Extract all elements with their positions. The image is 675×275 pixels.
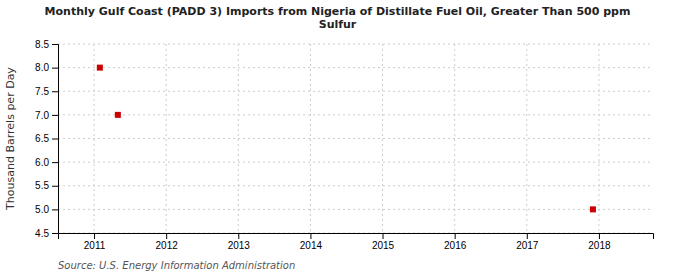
y-axis: 4.5 5.0 5.5 6.0 6.5 7.0 7.5 8.0 8.5 [35, 39, 58, 239]
tick-mark [52, 115, 58, 116]
tick: 5.5 [35, 180, 58, 191]
grid-line [166, 44, 167, 233]
axis-line [52, 45, 59, 234]
tick: 6.5 [35, 133, 58, 144]
grid-line [310, 44, 311, 233]
tick-label: 2012 [156, 240, 179, 251]
grid-line [58, 91, 653, 92]
point [115, 112, 121, 118]
tick-mark [52, 44, 58, 45]
tick-label: 2011 [84, 240, 106, 251]
tick: 2017 [516, 233, 539, 251]
tick-mark [52, 233, 58, 234]
tick-label: 2014 [300, 240, 323, 251]
plot: 2011 2012 2013 2014 2015 2016 2017 2018 4.5 5.0 5.… [35, 39, 653, 251]
source-note: Source: U.S. Energy Information Administ… [58, 260, 295, 271]
points [97, 65, 596, 213]
grid-line [526, 44, 527, 233]
tick: 7.5 [35, 86, 58, 97]
tick: 5.0 [35, 204, 58, 215]
chart: 2011 2012 2013 2014 2015 2016 2017 2018 4.5 5.0 5.… [0, 0, 675, 275]
tick-mark [52, 162, 58, 163]
point [97, 65, 103, 71]
tick-label: 5.0 [35, 204, 49, 215]
tick-mark [52, 139, 58, 140]
tick-label: 6.0 [35, 157, 49, 168]
tick-mark [310, 233, 311, 239]
x-axis: 2011 2012 2013 2014 2015 2016 2017 2018 [59, 233, 654, 251]
grid-line [598, 44, 599, 233]
tick: 8.0 [35, 62, 58, 73]
tick-mark [166, 233, 167, 239]
tick: 2014 [300, 233, 323, 251]
tick-label: 2018 [588, 240, 611, 251]
point [590, 206, 596, 212]
tick-label: 2015 [372, 240, 395, 251]
tick: 2015 [372, 233, 395, 251]
tick-mark [52, 91, 58, 92]
tick-label: 6.5 [35, 133, 49, 144]
tick: 7.0 [35, 110, 58, 121]
tick-label: 8.5 [35, 39, 49, 50]
grid-line [58, 162, 653, 163]
tick-label: 4.5 [35, 228, 49, 239]
tick: 2013 [228, 233, 251, 251]
title: Monthly Gulf Coast (PADD 3) Imports from… [45, 5, 631, 31]
tick: 2018 [588, 233, 611, 251]
tick: 2011 [84, 233, 106, 251]
grid-line [58, 44, 653, 45]
grid-line [58, 114, 653, 115]
tick: 8.5 [35, 39, 58, 50]
grid-line [58, 67, 653, 68]
tick-mark [52, 209, 58, 210]
tick-label: 2017 [516, 240, 539, 251]
tick-mark [94, 233, 95, 239]
tick-mark [52, 68, 58, 69]
tick-mark [599, 233, 600, 239]
tick: 4.5 [35, 228, 58, 239]
tick: 2016 [444, 233, 467, 251]
tick-label: 5.5 [35, 180, 49, 191]
tick-mark [527, 233, 528, 239]
tick-mark [238, 233, 239, 239]
grid-line [238, 44, 239, 233]
y-axis-title: Thousand Barrels per Day [4, 67, 17, 211]
tick-mark [383, 233, 384, 239]
tick-label: 2016 [444, 240, 467, 251]
grid-line [94, 44, 95, 233]
tick-label: 8.0 [35, 62, 49, 73]
tick-label: 7.0 [35, 110, 49, 121]
tick-label: 7.5 [35, 86, 49, 97]
tick-mark [52, 186, 58, 187]
grid-line [58, 209, 653, 210]
axis-line [59, 234, 654, 240]
grid-line [58, 185, 653, 186]
tick: 2012 [156, 233, 179, 251]
grid [58, 44, 653, 233]
tick-mark [455, 233, 456, 239]
tick: 6.0 [35, 157, 58, 168]
tick-label: 2013 [228, 240, 251, 251]
grid-line [382, 44, 383, 233]
grid-line [58, 138, 653, 139]
grid-line [454, 44, 455, 233]
